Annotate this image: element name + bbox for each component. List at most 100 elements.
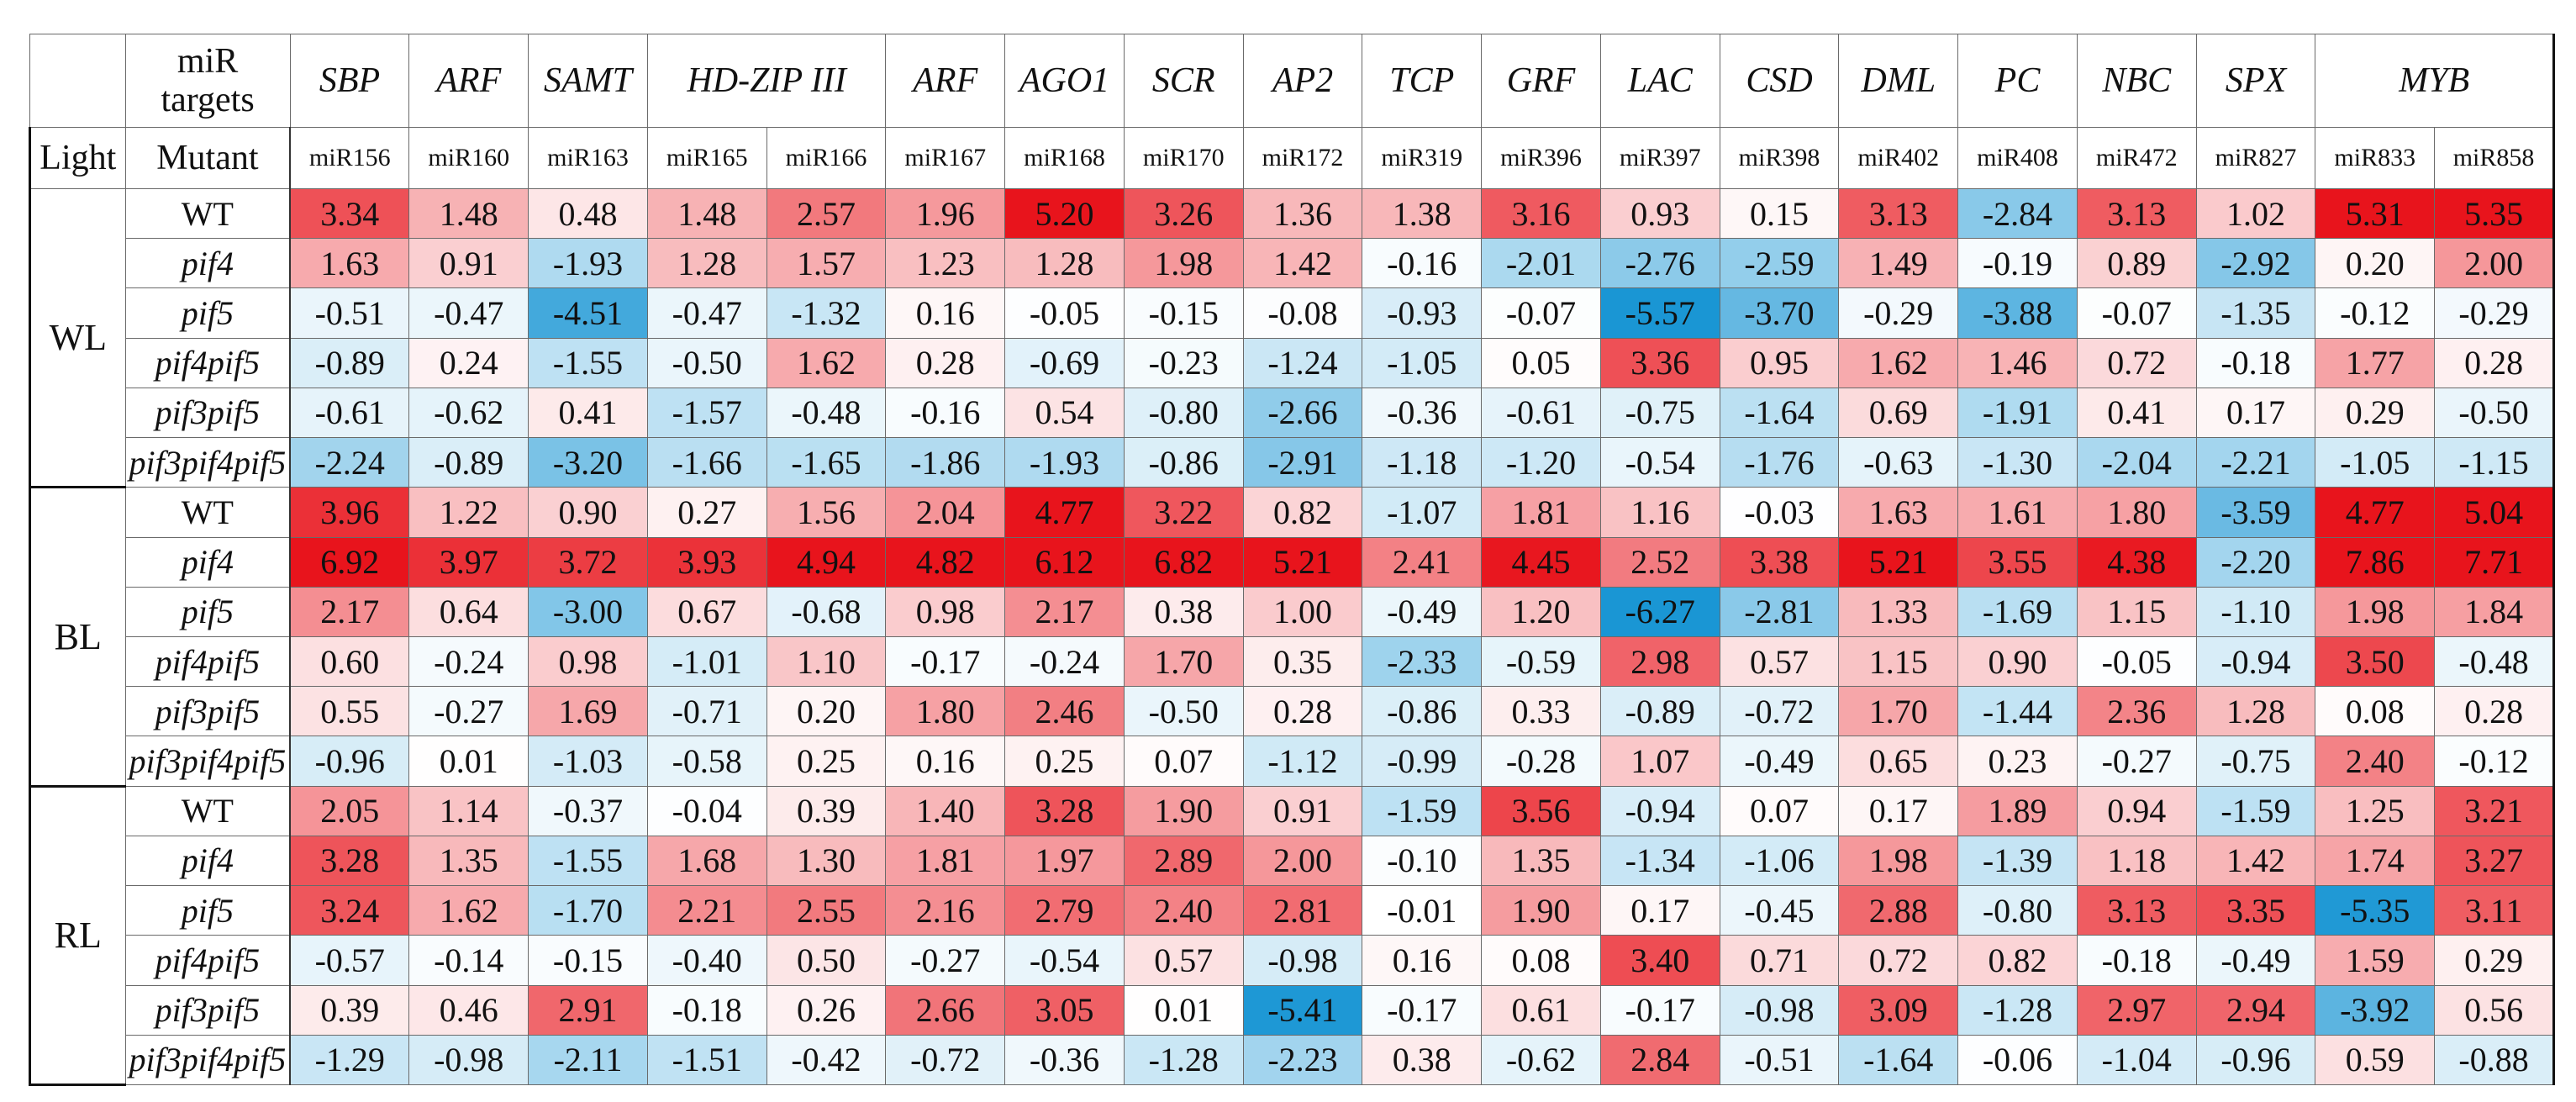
heatmap-cell: -0.96 bbox=[2195, 1034, 2316, 1086]
heatmap-cell: -1.20 bbox=[1481, 437, 1601, 488]
heatmap-cell: 1.23 bbox=[885, 238, 1006, 289]
heatmap-cell: 2.81 bbox=[1242, 885, 1363, 936]
heatmap-cell: 0.98 bbox=[885, 586, 1006, 637]
heatmap-cell: 3.26 bbox=[1123, 187, 1244, 240]
heatmap-cell: 0.67 bbox=[646, 586, 767, 637]
heatmap-cell: -3.88 bbox=[1957, 287, 2078, 339]
heatmap-cell: 0.90 bbox=[528, 487, 648, 538]
target-gene-label: HD-ZIP III bbox=[646, 34, 887, 128]
heatmap-cell: -1.28 bbox=[1123, 1034, 1244, 1086]
heatmap-cell: -0.89 bbox=[289, 337, 410, 388]
mutant-label: pif4 bbox=[124, 238, 292, 289]
mutant-label: pif3pif5 bbox=[124, 686, 292, 737]
mirna-label: miR858 bbox=[2434, 127, 2555, 189]
heatmap-cell: 1.28 bbox=[2195, 686, 2316, 737]
heatmap-cell: 2.88 bbox=[1838, 885, 1959, 936]
heatmap-cell: -1.59 bbox=[1362, 785, 1483, 836]
heatmap-cell: 1.56 bbox=[766, 487, 887, 538]
heatmap-cell: 0.72 bbox=[1838, 935, 1959, 986]
mirna-header-row: Light Mutant miR156 miR160 miR163 miR165 miR… bbox=[29, 127, 2555, 189]
heatmap-cell: 0.20 bbox=[2315, 238, 2436, 289]
heatmap-cell: 0.33 bbox=[1481, 686, 1601, 737]
heatmap-cell: -0.49 bbox=[2195, 935, 2316, 986]
heatmap-cell: -0.86 bbox=[1362, 686, 1483, 737]
heatmap-cell: 1.35 bbox=[408, 835, 529, 887]
heatmap-cell: 1.80 bbox=[2076, 487, 2197, 538]
data-row: pif4pif5 -0.89 0.24 -1.55 -0.50 1.62 0.28 -0.69… bbox=[30, 337, 2555, 388]
heatmap-cell: 1.33 bbox=[1838, 586, 1959, 637]
target-gene-label: CSD bbox=[1719, 34, 1840, 128]
heatmap-cell: -0.29 bbox=[2434, 287, 2555, 339]
heatmap-cell: 0.98 bbox=[528, 635, 648, 688]
target-gene-label: LAC bbox=[1599, 34, 1720, 128]
heatmap-cell: 0.39 bbox=[289, 984, 410, 1036]
heatmap-cell: 2.57 bbox=[766, 187, 887, 240]
heatmap-cell: 1.63 bbox=[1838, 487, 1959, 538]
heatmap-cell: 0.57 bbox=[1123, 935, 1244, 986]
mutant-label: pif3pif4pif5 bbox=[124, 437, 292, 488]
heatmap-cell: 1.15 bbox=[2076, 586, 2197, 637]
mirna-label: miR472 bbox=[2076, 127, 2197, 189]
heatmap-cell: 3.13 bbox=[2076, 187, 2197, 240]
heatmap-cell: -2.84 bbox=[1957, 187, 2078, 240]
heatmap-cell: 0.55 bbox=[289, 686, 410, 737]
heatmap-cell: 0.54 bbox=[1004, 387, 1125, 439]
heatmap-cell: 0.17 bbox=[1838, 785, 1959, 836]
heatmap-cell: -0.98 bbox=[1242, 935, 1363, 986]
heatmap-cell: -0.15 bbox=[1123, 287, 1244, 339]
heatmap-cell: -0.36 bbox=[1362, 387, 1483, 439]
heatmap-cell: -0.57 bbox=[289, 935, 410, 986]
light-condition-label: BL bbox=[29, 487, 126, 788]
target-gene-label: DML bbox=[1838, 34, 1959, 128]
heatmap-cell: 0.39 bbox=[766, 785, 887, 836]
data-row: pif4 3.28 1.35 -1.55 1.68 1.30 1.81 1.97 2.89 2.0… bbox=[30, 835, 2555, 887]
heatmap-cell: 2.66 bbox=[885, 984, 1006, 1036]
heatmap-cell: -0.07 bbox=[1481, 287, 1601, 339]
light-condition-label: WL bbox=[29, 187, 126, 489]
heatmap-cell: 0.07 bbox=[1719, 785, 1840, 836]
heatmap-cell: 2.05 bbox=[289, 785, 410, 836]
mutant-label: WT bbox=[124, 785, 292, 836]
heatmap-cell: 0.38 bbox=[1362, 1034, 1483, 1086]
heatmap-cell: 4.45 bbox=[1481, 536, 1601, 588]
data-row: pif3pif5 0.39 0.46 2.91 -0.18 0.26 2.66 3.05 0.0… bbox=[30, 984, 2555, 1036]
heatmap-cell: 3.36 bbox=[1599, 337, 1720, 388]
heatmap-cell: 0.17 bbox=[2195, 387, 2316, 439]
heatmap-cell: -0.27 bbox=[408, 686, 529, 737]
heatmap-cell: 1.84 bbox=[2434, 586, 2555, 637]
heatmap-cell: 1.38 bbox=[1362, 187, 1483, 240]
mutant-header: Mutant bbox=[124, 127, 292, 189]
heatmap-cell: 0.90 bbox=[1957, 635, 2078, 688]
heatmap-cell: -1.01 bbox=[646, 635, 767, 688]
heatmap-cell: 0.64 bbox=[408, 586, 529, 637]
heatmap-cell: 3.40 bbox=[1599, 935, 1720, 986]
heatmap-cell: 2.97 bbox=[2076, 984, 2197, 1036]
heatmap-cell: 0.16 bbox=[1362, 935, 1483, 986]
heatmap-cell: -0.03 bbox=[1719, 487, 1840, 538]
heatmap-cell: 7.86 bbox=[2315, 536, 2436, 588]
heatmap-cell: 1.74 bbox=[2315, 835, 2436, 887]
heatmap-cell: 2.17 bbox=[1004, 586, 1125, 637]
light-header: Light bbox=[29, 127, 126, 189]
heatmap-cell: -0.94 bbox=[2195, 635, 2316, 688]
heatmap-cell: 2.52 bbox=[1599, 536, 1720, 588]
heatmap-cell: 1.36 bbox=[1242, 187, 1363, 240]
mutant-label: pif4 bbox=[124, 835, 292, 887]
mutant-label: pif3pif5 bbox=[124, 984, 292, 1036]
heatmap-cell: -2.11 bbox=[528, 1034, 648, 1086]
heatmap-cell: 1.98 bbox=[1123, 238, 1244, 289]
heatmap-cell: -0.17 bbox=[1599, 984, 1720, 1036]
heatmap-cell: 0.15 bbox=[1719, 187, 1840, 240]
data-row: pif4 6.92 3.97 3.72 3.93 4.94 4.82 6.12 6.82 5.21… bbox=[30, 536, 2555, 588]
heatmap-cell: 3.09 bbox=[1838, 984, 1959, 1036]
heatmap-cell: -0.58 bbox=[646, 736, 767, 787]
heatmap-cell: -1.91 bbox=[1957, 387, 2078, 439]
heatmap-cell: -0.80 bbox=[1957, 885, 2078, 936]
heatmap-cell: -0.08 bbox=[1242, 287, 1363, 339]
heatmap-cell: -0.93 bbox=[1362, 287, 1483, 339]
heatmap-cell: 2.17 bbox=[289, 586, 410, 637]
heatmap-cell: -1.69 bbox=[1957, 586, 2078, 637]
heatmap-cell: -0.51 bbox=[1719, 1034, 1840, 1086]
heatmap-cell: -3.20 bbox=[528, 437, 648, 488]
heatmap-cell: -1.55 bbox=[528, 337, 648, 388]
